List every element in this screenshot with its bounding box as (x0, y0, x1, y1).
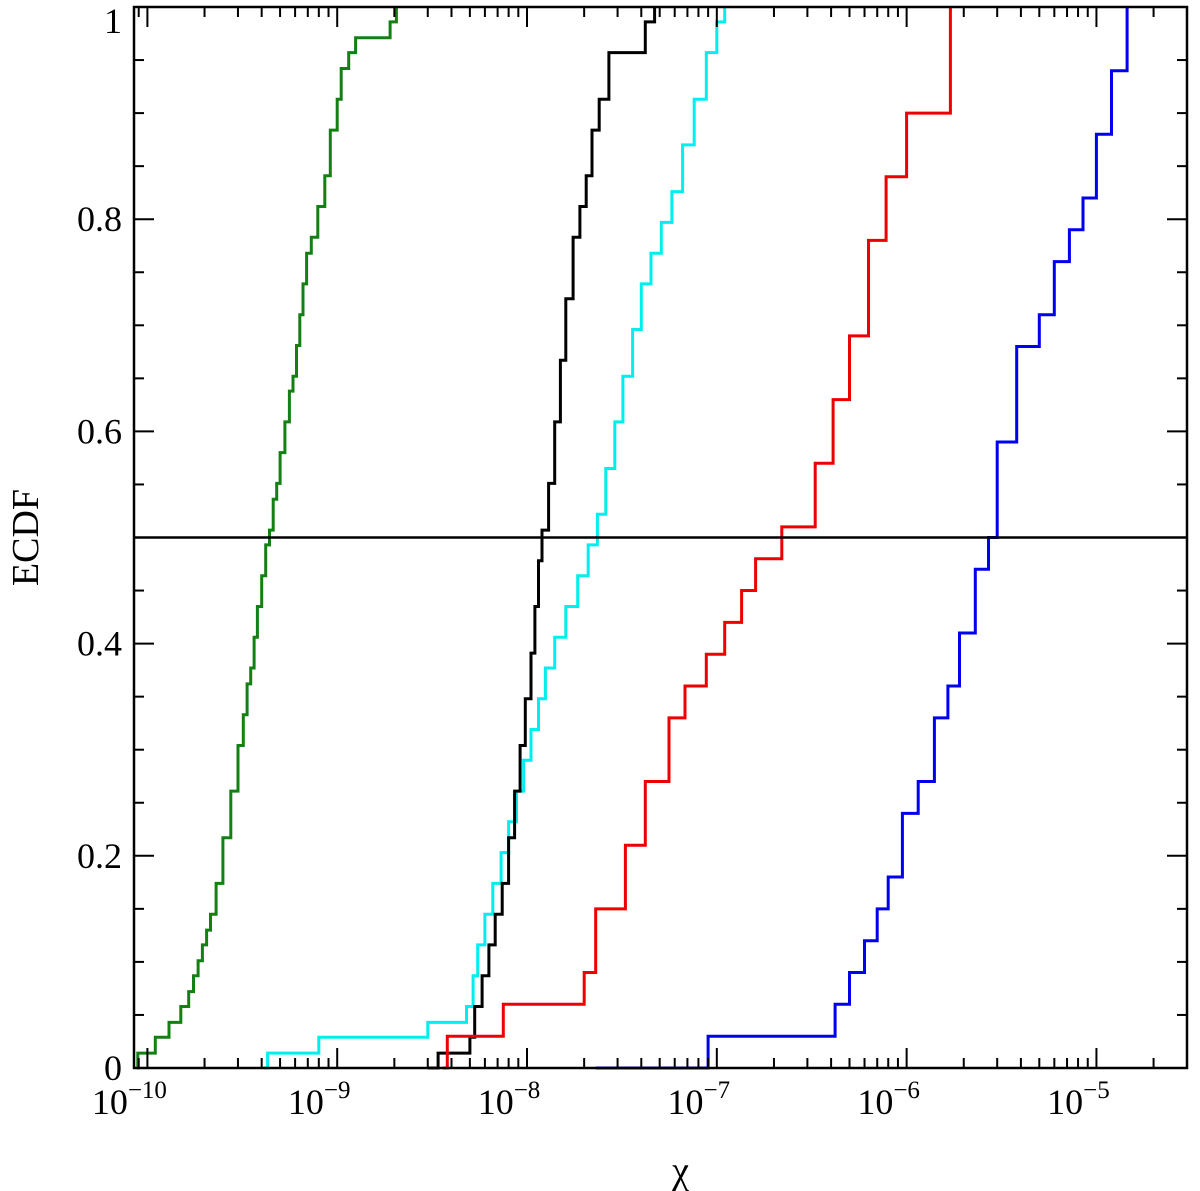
x-axis-title: χ (671, 1150, 689, 1191)
y-tick-label: 0.8 (77, 199, 122, 239)
x-tick-label: 10−10 (92, 1077, 167, 1122)
x-tick-label: 10−7 (668, 1077, 731, 1122)
y-tick-label: 1 (104, 1, 122, 41)
y-axis-title: ECDF (5, 489, 47, 586)
x-tick-label: 10−5 (1047, 1077, 1110, 1122)
y-tick-label: 0 (104, 1048, 122, 1088)
y-tick-label: 0.2 (77, 836, 122, 876)
x-tick-label: 10−8 (478, 1077, 541, 1122)
ecdf-series-5 (595, 7, 1129, 1070)
x-axis-ticks: 10−10 10−9 10−8 10−7 10−6 10−5 (92, 7, 1155, 1122)
ecdf-series-3 (427, 7, 657, 1070)
y-tick-label: 0.4 (77, 624, 122, 664)
y-axis-ticks: 0 0.2 0.4 0.6 0.8 1 (77, 1, 1187, 1088)
ecdf-series-1 (136, 7, 398, 1070)
x-tick-label: 10−9 (288, 1077, 351, 1122)
ecdf-series-2 (263, 7, 727, 1070)
y-tick-label: 0.6 (77, 411, 122, 451)
series-layer (136, 7, 1129, 1070)
ecdf-series-4 (442, 7, 952, 1070)
x-tick-label: 10−6 (857, 1077, 920, 1122)
